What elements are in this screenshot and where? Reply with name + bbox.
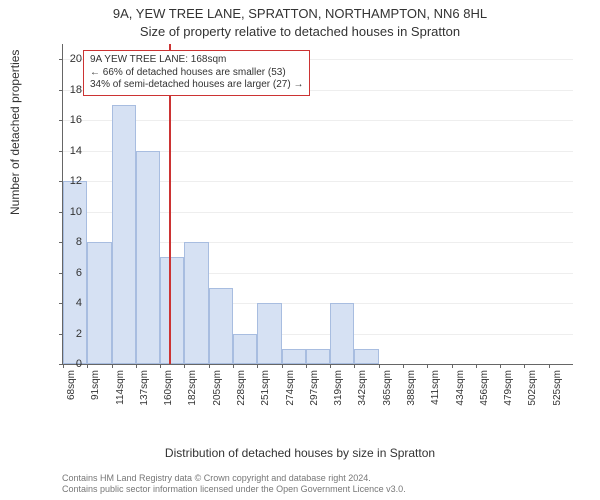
histogram-bar	[306, 349, 330, 364]
grid-line	[63, 120, 573, 121]
footer-line-2: Contains public sector information licen…	[62, 484, 406, 496]
x-tick-mark	[306, 364, 307, 368]
x-tick-label: 502sqm	[527, 370, 538, 406]
x-tick-label: 297sqm	[309, 370, 320, 406]
histogram-bar	[184, 242, 208, 364]
y-axis-label: Number of detached properties	[8, 50, 22, 215]
x-tick-mark	[160, 364, 161, 368]
x-tick-mark	[184, 364, 185, 368]
x-tick-mark	[87, 364, 88, 368]
x-tick-mark	[524, 364, 525, 368]
x-tick-label: 251sqm	[260, 370, 271, 406]
y-tick-label: 4	[52, 297, 82, 309]
x-tick-mark	[452, 364, 453, 368]
x-tick-mark	[112, 364, 113, 368]
histogram-bar	[282, 349, 306, 364]
histogram-bar	[112, 105, 136, 364]
x-tick-mark	[379, 364, 380, 368]
annotation-line-1: 9A YEW TREE LANE: 168sqm	[90, 54, 303, 67]
x-tick-label: 114sqm	[115, 370, 126, 405]
y-tick-label: 10	[52, 206, 82, 218]
y-tick-label: 16	[52, 114, 82, 126]
histogram-bar	[354, 349, 378, 364]
x-tick-label: 479sqm	[503, 370, 514, 406]
x-tick-label: 91sqm	[90, 370, 101, 400]
chart-title-line1: 9A, YEW TREE LANE, SPRATTON, NORTHAMPTON…	[0, 6, 600, 21]
x-tick-mark	[500, 364, 501, 368]
x-tick-label: 525sqm	[552, 370, 563, 406]
x-tick-mark	[233, 364, 234, 368]
x-tick-mark	[549, 364, 550, 368]
x-tick-mark	[136, 364, 137, 368]
x-tick-mark	[209, 364, 210, 368]
footer-line-1: Contains HM Land Registry data © Crown c…	[62, 473, 406, 485]
y-tick-label: 18	[52, 84, 82, 96]
plot-area: 68sqm91sqm114sqm137sqm160sqm182sqm205sqm…	[62, 44, 573, 365]
footer-attribution: Contains HM Land Registry data © Crown c…	[62, 473, 406, 496]
y-tick-label: 2	[52, 328, 82, 340]
histogram-bar	[233, 334, 257, 364]
y-tick-label: 12	[52, 175, 82, 187]
chart-container: 9A, YEW TREE LANE, SPRATTON, NORTHAMPTON…	[0, 0, 600, 500]
x-tick-label: 182sqm	[187, 370, 198, 406]
x-tick-label: 365sqm	[382, 370, 393, 406]
x-tick-mark	[427, 364, 428, 368]
annotation-line-2: ← 66% of detached houses are smaller (53…	[90, 67, 303, 80]
histogram-bar	[257, 303, 281, 364]
x-tick-mark	[476, 364, 477, 368]
y-tick-label: 8	[52, 236, 82, 248]
x-tick-label: 388sqm	[406, 370, 417, 406]
histogram-bar	[136, 151, 160, 364]
histogram-bar	[330, 303, 354, 364]
x-tick-label: 160sqm	[163, 370, 174, 406]
annotation-line-3: 34% of semi-detached houses are larger (…	[90, 79, 303, 92]
chart-title-line2: Size of property relative to detached ho…	[0, 24, 600, 39]
x-tick-label: 456sqm	[479, 370, 490, 406]
x-tick-mark	[330, 364, 331, 368]
y-tick-label: 6	[52, 267, 82, 279]
marker-annotation-box: 9A YEW TREE LANE: 168sqm ← 66% of detach…	[83, 50, 310, 96]
histogram-bar	[87, 242, 111, 364]
x-tick-label: 137sqm	[139, 370, 150, 406]
x-axis-label: Distribution of detached houses by size …	[0, 446, 600, 460]
x-tick-label: 68sqm	[66, 370, 77, 400]
histogram-bar	[160, 257, 184, 364]
x-tick-label: 434sqm	[455, 370, 466, 406]
x-tick-mark	[257, 364, 258, 368]
x-tick-mark	[403, 364, 404, 368]
x-tick-label: 319sqm	[333, 370, 344, 406]
x-tick-label: 411sqm	[430, 370, 441, 405]
x-tick-label: 274sqm	[285, 370, 296, 406]
x-tick-mark	[282, 364, 283, 368]
x-tick-label: 228sqm	[236, 370, 247, 406]
y-tick-label: 14	[52, 145, 82, 157]
x-tick-mark	[354, 364, 355, 368]
histogram-bar	[209, 288, 233, 364]
y-tick-label: 20	[52, 53, 82, 65]
y-tick-label: 0	[52, 358, 82, 370]
x-tick-label: 205sqm	[212, 370, 223, 406]
x-tick-label: 342sqm	[357, 370, 368, 406]
